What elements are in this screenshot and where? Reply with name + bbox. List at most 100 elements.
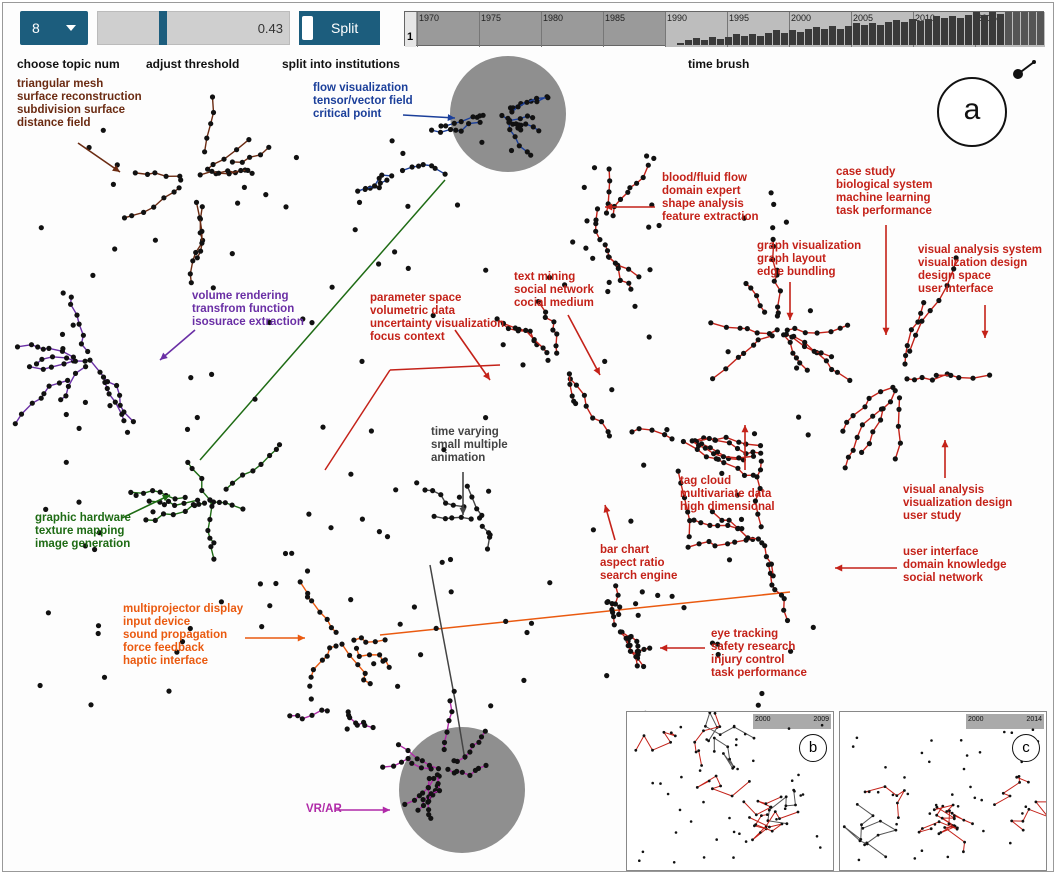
red-cluster-node [743,441,749,447]
purple-cluster-node [58,397,64,403]
time-brush-histogram-bar [813,26,820,45]
inset-node [673,734,677,738]
blue-cluster-node [517,116,523,122]
inset-node [707,739,710,743]
isolated-node [241,184,247,190]
brown-cluster-node [245,167,251,173]
blue-cluster-node [377,180,383,186]
inset-node [760,814,763,817]
red-cluster-node [850,447,856,453]
inset-node [891,793,895,797]
time-brush-histogram-bar [917,21,924,45]
time-brush-handle[interactable]: 1 [405,12,416,47]
isolated-node [263,192,269,198]
red-cluster-node [878,417,884,423]
magenta-cluster-node [420,802,427,809]
red-cluster-edge [936,374,990,379]
purple-cluster-node [112,399,118,405]
purple-cluster-node [39,356,45,362]
red-cluster-node [505,325,511,332]
red-cluster-node [726,517,732,523]
red-cluster-node [605,429,611,435]
inset-node [955,827,959,831]
purple-cluster-edge [17,343,74,358]
green-cluster-node [150,488,156,494]
isolated-node [405,265,411,271]
time-brush-tick-line [417,12,418,47]
lasso-icon[interactable] [1008,58,1038,84]
magenta-cluster-node [444,729,450,735]
red-cluster-node [842,465,848,471]
arrow-magenta-head [382,806,390,814]
red-cluster-node [970,375,976,381]
red-cluster-node [680,438,687,445]
brown-cluster-node [121,215,128,221]
isolated-node [448,589,454,595]
time-brush-histogram-bar [821,29,828,45]
purple-cluster-edge [89,359,134,423]
red-cluster-node [844,419,850,425]
green-cluster-node [250,468,256,474]
arrow-red-6-head [483,372,490,380]
blue-cluster-node [458,119,464,125]
slider-thumb[interactable] [159,11,167,45]
brown-cluster-node [151,204,157,210]
time-brush[interactable]: 1 19701975198019851990199520002005201020… [404,11,1045,47]
isolated-node [715,456,721,462]
isolated-node [267,319,273,326]
red-cluster-node [617,629,624,635]
arrow-red-10-head [835,564,843,572]
gray-cluster-node [438,492,444,498]
isolated-node [606,279,612,285]
isolated-node [508,147,515,154]
inset-node [884,766,887,769]
inset-node [695,786,699,789]
magenta-cluster-node [426,775,432,782]
arrow-red-11-head [660,644,668,652]
magenta-cluster-node [435,766,442,772]
red-cluster-node [757,303,763,309]
inset-node [896,801,899,805]
inset-node [756,799,760,803]
time-brush-histogram-bar [781,32,788,45]
inset-node [642,734,646,738]
red-cluster-node [902,361,908,367]
isolated-node [584,218,590,224]
green-cluster-node [222,500,228,506]
isolated-node [528,620,535,626]
inset-node [935,805,939,809]
red-cluster-node [758,450,764,456]
isolated-node [150,509,156,515]
inset-node [797,773,800,777]
topic-num-dropdown[interactable]: 8 [20,11,88,45]
arrow-gray-head [459,507,467,515]
magenta-cluster-node [419,758,425,764]
red-cluster-node [581,392,588,398]
inset-node [694,750,698,754]
magenta-cluster-node [402,801,408,808]
isolated-node [738,516,745,523]
inset-node [748,816,751,819]
inset-node [939,831,943,834]
isolated-node [389,138,395,144]
split-button[interactable]: Split [299,11,380,45]
isolated-node [414,480,420,486]
inset-node [956,805,960,808]
time-brush-histogram-bar [877,25,884,45]
inset-node [732,856,735,859]
red-cluster-node [811,348,817,354]
threshold-slider[interactable]: 0.43 [97,11,290,45]
isolated-node [92,546,98,553]
red-cluster-node [723,324,730,330]
purple-cluster-node [63,393,69,399]
isolated-node [632,303,638,309]
red-cluster-node [605,254,612,260]
brown-cluster-node [193,249,199,256]
inset-node [895,794,899,797]
inset-node [935,813,939,817]
magenta-cluster-node [415,807,421,813]
split-checkbox[interactable] [302,16,313,40]
inset-node [948,809,951,813]
inset-node [913,857,917,860]
red-cluster-node [769,582,775,588]
